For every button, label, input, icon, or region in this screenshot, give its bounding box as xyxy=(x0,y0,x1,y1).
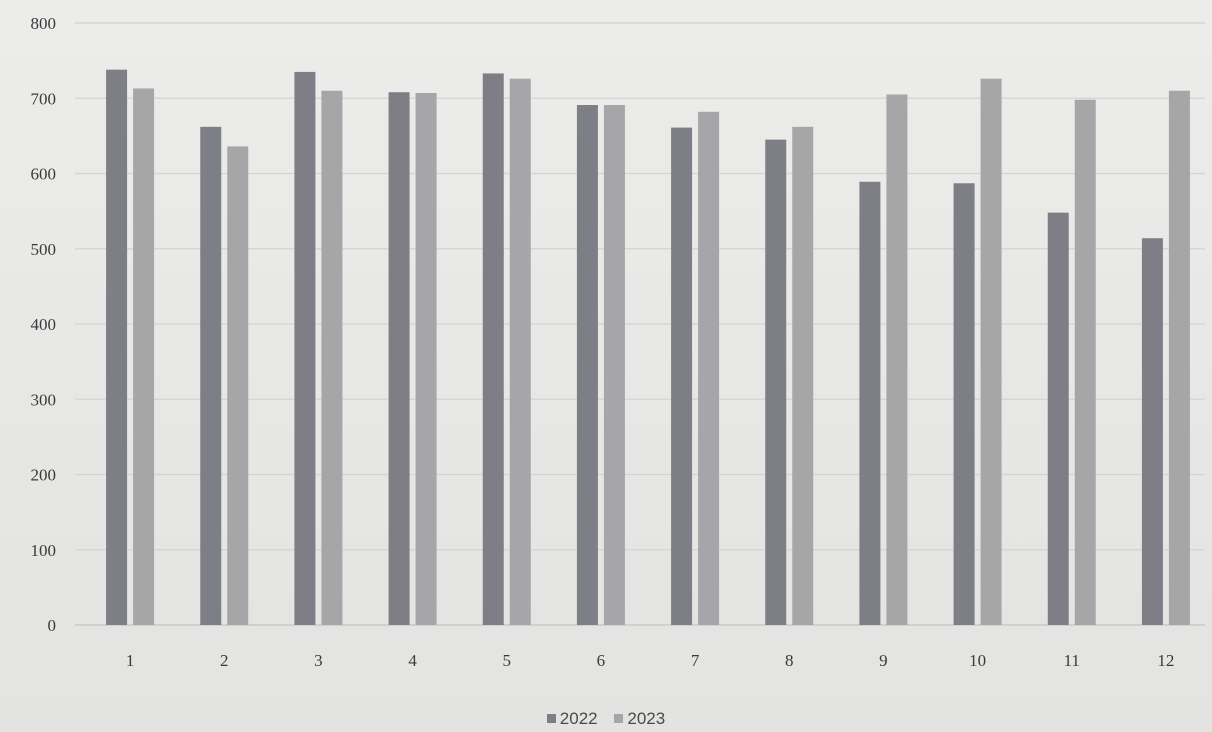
bar-2023-5 xyxy=(509,78,531,625)
x-tick-label-1: 1 xyxy=(126,651,135,670)
legend-swatch-2023 xyxy=(614,714,624,723)
bar-2022-6 xyxy=(576,105,598,625)
y-tick-label-500: 500 xyxy=(31,240,57,259)
bar-2023-11 xyxy=(1074,99,1096,625)
bar-2022-11 xyxy=(1047,212,1069,625)
x-tick-label-6: 6 xyxy=(597,651,606,670)
bar-2022-4 xyxy=(388,92,410,626)
x-tick-label-2: 2 xyxy=(220,651,229,670)
legend-label-2022: 2022 xyxy=(559,708,598,728)
bar-2023-9 xyxy=(886,94,908,626)
y-tick-label-100: 100 xyxy=(31,541,57,560)
x-tick-label-3: 3 xyxy=(314,651,323,670)
x-tick-label-12: 12 xyxy=(1157,651,1174,670)
x-tick-label-7: 7 xyxy=(691,651,700,670)
bar-2023-8 xyxy=(792,126,814,625)
bar-2022-10 xyxy=(953,183,975,625)
y-tick-label-600: 600 xyxy=(31,165,57,184)
x-tick-label-11: 11 xyxy=(1064,651,1080,670)
bar-2022-12 xyxy=(1141,238,1163,625)
y-tick-label-700: 700 xyxy=(31,89,57,108)
x-tick-label-4: 4 xyxy=(408,651,417,670)
legend: 2022 2023 xyxy=(0,708,1212,729)
y-tick-label-300: 300 xyxy=(31,390,57,409)
bar-2022-9 xyxy=(859,181,881,625)
y-tick-label-800: 800 xyxy=(31,14,57,33)
bar-2023-6 xyxy=(603,105,625,625)
bar-2022-8 xyxy=(765,139,787,625)
bar-2023-2 xyxy=(227,146,249,625)
x-tick-label-10: 10 xyxy=(969,651,986,670)
bar-2023-10 xyxy=(980,78,1002,625)
bar-2022-5 xyxy=(482,73,504,626)
bar-2023-4 xyxy=(415,92,437,626)
legend-item-2023: 2023 xyxy=(614,709,665,729)
bar-2023-3 xyxy=(321,90,343,626)
legend-swatch-2022 xyxy=(546,714,556,723)
x-tick-label-9: 9 xyxy=(879,651,888,670)
bar-2022-7 xyxy=(671,127,693,625)
bar-2022-2 xyxy=(200,126,222,625)
bar-2023-1 xyxy=(133,88,155,625)
bar-2023-12 xyxy=(1168,90,1190,626)
bar-2022-3 xyxy=(294,71,316,626)
bar-2023-7 xyxy=(698,111,720,626)
bar-2022-1 xyxy=(106,69,128,625)
y-tick-label-0: 0 xyxy=(48,616,57,635)
x-tick-label-8: 8 xyxy=(785,651,794,670)
y-tick-label-400: 400 xyxy=(31,315,57,334)
x-tick-label-5: 5 xyxy=(503,651,512,670)
legend-label-2023: 2023 xyxy=(627,708,666,728)
legend-item-2022: 2022 xyxy=(546,708,598,729)
y-tick-label-200: 200 xyxy=(31,466,57,485)
